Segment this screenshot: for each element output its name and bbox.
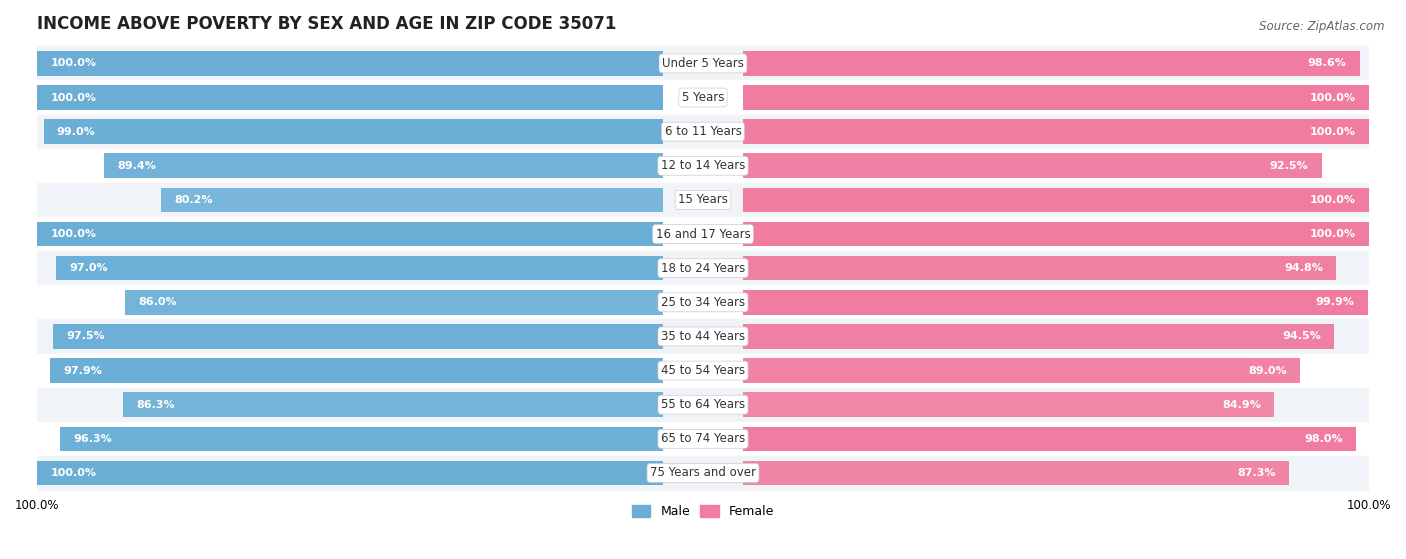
Text: 97.5%: 97.5% <box>66 331 105 342</box>
Text: 86.3%: 86.3% <box>136 400 174 410</box>
Bar <box>37 319 1369 353</box>
Bar <box>37 353 1369 387</box>
Text: 6 to 11 Years: 6 to 11 Years <box>665 125 741 138</box>
Text: 94.8%: 94.8% <box>1284 263 1323 273</box>
Bar <box>742 85 1369 110</box>
Bar <box>37 387 1369 422</box>
Bar <box>60 427 664 451</box>
Text: 100.0%: 100.0% <box>51 229 97 239</box>
Text: 99.0%: 99.0% <box>56 127 96 136</box>
Text: 12 to 14 Years: 12 to 14 Years <box>661 159 745 172</box>
Text: 100.0%: 100.0% <box>51 92 97 102</box>
Text: 65 to 74 Years: 65 to 74 Years <box>661 432 745 446</box>
Bar <box>56 256 664 281</box>
Text: 25 to 34 Years: 25 to 34 Years <box>661 296 745 309</box>
Text: 100.0%: 100.0% <box>1309 195 1355 205</box>
Bar <box>125 290 664 315</box>
Bar <box>37 422 1369 456</box>
Bar <box>742 324 1334 349</box>
Bar <box>53 324 664 349</box>
Bar <box>742 188 1369 212</box>
Bar <box>742 51 1360 75</box>
Text: 15 Years: 15 Years <box>678 193 728 206</box>
Text: 86.0%: 86.0% <box>138 297 177 307</box>
Text: Source: ZipAtlas.com: Source: ZipAtlas.com <box>1260 20 1385 32</box>
Bar <box>37 251 1369 285</box>
Bar <box>742 358 1301 383</box>
Text: 100.0%: 100.0% <box>1309 229 1355 239</box>
Text: 98.0%: 98.0% <box>1305 434 1343 444</box>
Text: 18 to 24 Years: 18 to 24 Years <box>661 262 745 274</box>
Text: 99.9%: 99.9% <box>1316 297 1355 307</box>
Text: 97.0%: 97.0% <box>69 263 108 273</box>
Text: 35 to 44 Years: 35 to 44 Years <box>661 330 745 343</box>
Bar <box>37 115 1369 149</box>
Text: 100.0%: 100.0% <box>1309 92 1355 102</box>
Text: 97.9%: 97.9% <box>63 366 103 376</box>
Text: 100.0%: 100.0% <box>51 58 97 68</box>
Text: 87.3%: 87.3% <box>1237 468 1277 478</box>
Bar <box>51 358 664 383</box>
Text: 55 to 64 Years: 55 to 64 Years <box>661 398 745 411</box>
Bar <box>37 217 1369 251</box>
Bar <box>37 456 1369 490</box>
Bar <box>104 154 664 178</box>
Bar <box>742 461 1289 485</box>
Text: INCOME ABOVE POVERTY BY SEX AND AGE IN ZIP CODE 35071: INCOME ABOVE POVERTY BY SEX AND AGE IN Z… <box>37 15 617 33</box>
Text: 16 and 17 Years: 16 and 17 Years <box>655 228 751 240</box>
Text: Under 5 Years: Under 5 Years <box>662 57 744 70</box>
Text: 94.5%: 94.5% <box>1282 331 1322 342</box>
Text: 100.0%: 100.0% <box>51 468 97 478</box>
Bar <box>742 290 1368 315</box>
Bar <box>742 256 1336 281</box>
Text: 75 Years and over: 75 Years and over <box>650 466 756 480</box>
Text: 45 to 54 Years: 45 to 54 Years <box>661 364 745 377</box>
Text: 89.0%: 89.0% <box>1249 366 1286 376</box>
Bar <box>742 154 1322 178</box>
Text: 84.9%: 84.9% <box>1222 400 1261 410</box>
Bar <box>37 285 1369 319</box>
Text: 92.5%: 92.5% <box>1270 161 1309 170</box>
Bar <box>37 222 664 247</box>
Bar <box>37 461 664 485</box>
Text: 96.3%: 96.3% <box>73 434 112 444</box>
Bar <box>44 120 664 144</box>
Text: 80.2%: 80.2% <box>174 195 212 205</box>
Bar <box>122 392 664 417</box>
Text: 98.6%: 98.6% <box>1308 58 1347 68</box>
Bar <box>742 120 1369 144</box>
Text: 100.0%: 100.0% <box>1309 127 1355 136</box>
Bar <box>742 427 1357 451</box>
Bar <box>742 392 1274 417</box>
Legend: Male, Female: Male, Female <box>627 500 779 523</box>
Bar <box>37 183 1369 217</box>
Bar <box>37 80 1369 115</box>
Bar <box>37 46 1369 80</box>
Bar <box>37 149 1369 183</box>
Text: 89.4%: 89.4% <box>117 161 156 170</box>
Text: 5 Years: 5 Years <box>682 91 724 104</box>
Bar <box>37 51 664 75</box>
Bar <box>37 85 664 110</box>
Bar <box>162 188 664 212</box>
Bar <box>742 222 1369 247</box>
